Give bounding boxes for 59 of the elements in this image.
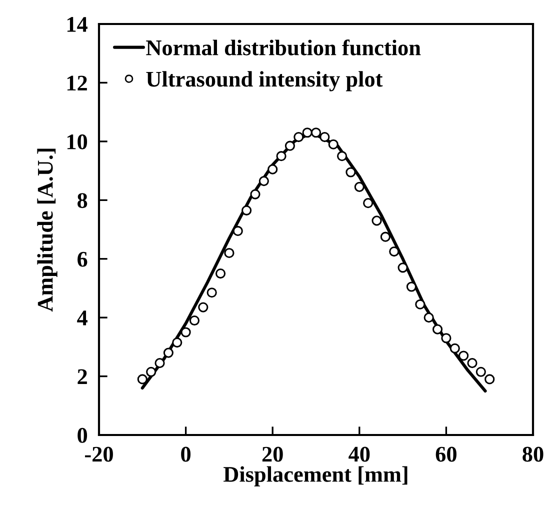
point: [163, 348, 174, 358]
point: [389, 246, 400, 257]
point: [206, 288, 217, 298]
x-tick-label: 60: [436, 446, 456, 462]
point: [146, 366, 156, 377]
point: [250, 189, 260, 200]
legend-label: Normal distribution function: [146, 39, 421, 56]
y-tick-label: 12: [67, 76, 87, 90]
point: [294, 132, 304, 142]
point: [242, 205, 252, 216]
y-tick-label: 14: [67, 17, 88, 32]
point: [268, 164, 278, 174]
x-tick-label: -20: [85, 446, 113, 462]
point: [232, 226, 243, 236]
y-tick-label: 8: [78, 193, 88, 208]
point: [137, 374, 148, 384]
point: [458, 350, 469, 361]
x-axis-title: Displacement [mm]: [224, 466, 408, 486]
point: [276, 151, 286, 162]
point: [424, 312, 434, 323]
x-tick-label: 80: [522, 446, 544, 462]
point: [398, 262, 408, 273]
y-tick-label: 4: [77, 310, 88, 326]
point: [172, 337, 182, 348]
point: [372, 216, 382, 226]
point: [380, 232, 390, 242]
point: [363, 198, 374, 208]
point: [302, 128, 312, 138]
y-axis-title: Amplitude [A.U.]: [37, 148, 58, 312]
y-tick-label: 6: [78, 252, 88, 267]
point: [450, 343, 460, 354]
point: [476, 366, 486, 377]
point: [484, 374, 495, 384]
point: [328, 139, 338, 150]
y-tick-label: 2: [78, 369, 87, 384]
point: [224, 248, 234, 258]
point: [336, 151, 348, 162]
point: [258, 176, 269, 186]
point: [320, 132, 330, 142]
point: [406, 282, 417, 292]
x-tick-label: 0: [181, 446, 191, 462]
point: [415, 299, 426, 310]
x-tick-label: 20: [262, 446, 283, 462]
point: [467, 358, 478, 368]
point: [215, 268, 226, 279]
point: [189, 315, 200, 326]
x-tick-label: 40: [348, 446, 370, 462]
point: [441, 333, 452, 344]
point: [154, 358, 165, 368]
point: [354, 182, 364, 192]
point: [284, 140, 296, 151]
y-tick-label: 10: [67, 134, 88, 150]
point: [346, 167, 356, 178]
legend-label: Ultrasound intensity plot: [146, 71, 383, 92]
point: [432, 324, 443, 334]
point: [198, 302, 208, 312]
point: [310, 128, 322, 138]
y-tick-label: 0: [78, 428, 88, 443]
point: [180, 327, 191, 338]
